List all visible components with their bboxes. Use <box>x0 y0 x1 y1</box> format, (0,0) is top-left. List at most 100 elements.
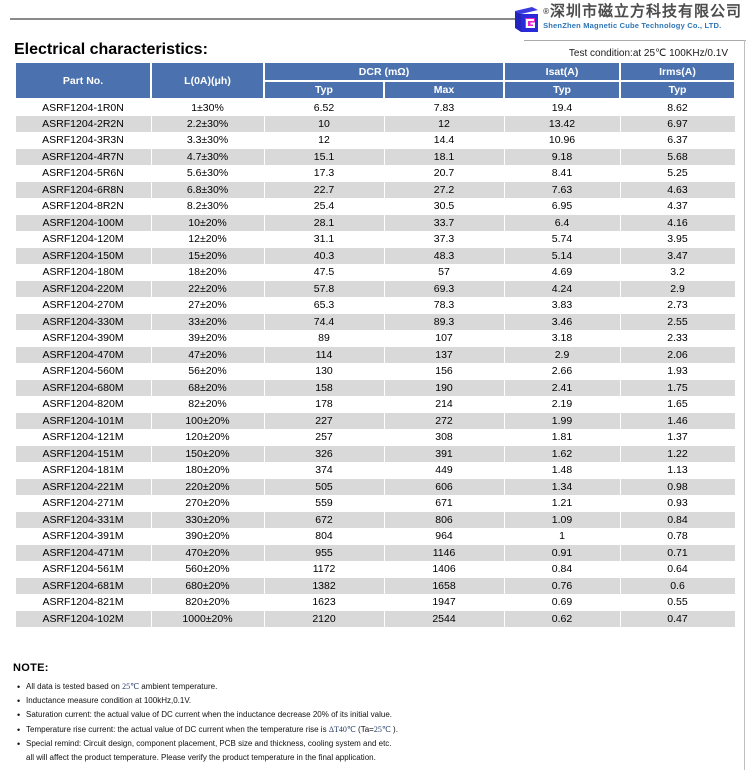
cell: 9.18 <box>503 148 621 166</box>
cell: 57.8 <box>263 280 385 298</box>
cell: 12 <box>263 131 385 149</box>
cell: 2.55 <box>619 313 736 331</box>
table-row: ASRF1204-3R3N 3.3±30% 12 14.4 10.96 6.37 <box>14 131 736 149</box>
cell: 107 <box>383 329 505 347</box>
cell: 89 <box>263 329 385 347</box>
cell: 1.22 <box>619 445 736 463</box>
table-row: ASRF1204-5R6N 5.6±30% 17.3 20.7 8.41 5.25 <box>14 164 736 182</box>
cell: 804 <box>263 527 385 545</box>
cell: 0.84 <box>503 560 621 578</box>
electrical-characteristics-table: Part No. L(0A)(μh) DCR (mΩ) Isat(A) Irms… <box>14 63 737 628</box>
cell: 89.3 <box>383 313 505 331</box>
cell: 39±20% <box>150 329 265 347</box>
cell: 308 <box>383 428 505 446</box>
cell: 326 <box>263 445 385 463</box>
table-row: ASRF1204-681M 680±20% 1382 1658 0.76 0.6 <box>14 577 736 595</box>
cell: ASRF1204-561M <box>14 560 152 578</box>
magnetic-cube-logo-icon <box>515 7 539 32</box>
col-header-isat: Isat(A) <box>503 63 622 82</box>
table-row: ASRF1204-561M 560±20% 1172 1406 0.84 0.64 <box>14 560 736 578</box>
table-row: ASRF1204-8R2N 8.2±30% 25.4 30.5 6.95 4.37 <box>14 197 736 215</box>
cell: 257 <box>263 428 385 446</box>
cell: 1947 <box>383 593 505 611</box>
cell: 33.7 <box>383 214 505 232</box>
cell: 1.09 <box>503 511 621 529</box>
cell: 1.81 <box>503 428 621 446</box>
table-row: ASRF1204-270M 27±20% 65.3 78.3 3.83 2.73 <box>14 296 736 314</box>
cell: 5.6±30% <box>150 164 265 182</box>
cell: 680±20% <box>150 577 265 595</box>
cell: 964 <box>383 527 505 545</box>
company-name-block: ®深圳市磁立方科技有限公司 ShenZhen Magnetic Cube Tec… <box>543 3 742 30</box>
cell: 2.41 <box>503 379 621 397</box>
cell: 0.91 <box>503 544 621 562</box>
cell: 2120 <box>263 610 385 628</box>
cell: 3.47 <box>619 247 736 265</box>
cell: 1.62 <box>503 445 621 463</box>
cell: 137 <box>383 346 505 364</box>
cell: 27±20% <box>150 296 265 314</box>
cell: 1172 <box>263 560 385 578</box>
col-header-inductance: L(0A)(μh) <box>150 63 265 100</box>
cell: 82±20% <box>150 395 265 413</box>
cell: 1.37 <box>619 428 736 446</box>
cell: 3.95 <box>619 230 736 248</box>
table-row: ASRF1204-180M 18±20% 47.5 57 4.69 3.2 <box>14 263 736 281</box>
note-accent-text: 25℃ <box>373 724 391 734</box>
col-header-irms-typ: Typ <box>619 80 737 100</box>
cell: 10.96 <box>503 131 621 149</box>
cell: 1623 <box>263 593 385 611</box>
cell: 449 <box>383 461 505 479</box>
page-frame-right-line <box>744 40 745 770</box>
company-name-en: ShenZhen Magnetic Cube Technology Co., L… <box>543 21 722 30</box>
cell: 1658 <box>383 577 505 595</box>
cell: 1000±20% <box>150 610 265 628</box>
cell: 30.5 <box>383 197 505 215</box>
cell: 0.55 <box>619 593 736 611</box>
cell: 4.69 <box>503 263 621 281</box>
cell: 390±20% <box>150 527 265 545</box>
cell: 69.3 <box>383 280 505 298</box>
table-row: ASRF1204-100M 10±20% 28.1 33.7 6.4 4.16 <box>14 214 736 232</box>
cell: 0.71 <box>619 544 736 562</box>
cell: ASRF1204-100M <box>14 214 152 232</box>
cell: 1.99 <box>503 412 621 430</box>
cell: ASRF1204-270M <box>14 296 152 314</box>
cell: 27.2 <box>383 181 505 199</box>
cell: 2.06 <box>619 346 736 364</box>
cell: ASRF1204-2R2N <box>14 115 152 133</box>
table-row: ASRF1204-331M 330±20% 672 806 1.09 0.84 <box>14 511 736 529</box>
col-header-dcr-max: Max <box>382 80 506 100</box>
table-row: ASRF1204-471M 470±20% 955 1146 0.91 0.71 <box>14 544 736 562</box>
cell: 505 <box>263 478 385 496</box>
cell: 806 <box>383 511 505 529</box>
cell: 15.1 <box>263 148 385 166</box>
col-header-irms: Irms(A) <box>619 63 737 82</box>
cell: 2.9 <box>503 346 621 364</box>
cell: 33±20% <box>150 313 265 331</box>
cell: 20.7 <box>383 164 505 182</box>
col-header-part-no: Part No. <box>14 63 152 100</box>
cell: 4.63 <box>619 181 736 199</box>
cell: 2.9 <box>619 280 736 298</box>
page-title: Electrical characteristics: <box>14 41 208 58</box>
col-header-dcr: DCR (mΩ) <box>262 63 506 82</box>
cell: 28.1 <box>263 214 385 232</box>
cell: 1.21 <box>503 494 621 512</box>
cell: ASRF1204-221M <box>14 478 152 496</box>
cell: 40.3 <box>263 247 385 265</box>
cell: 1±30% <box>150 98 265 116</box>
cell: 17.3 <box>263 164 385 182</box>
cell: 7.63 <box>503 181 621 199</box>
cell: ASRF1204-4R7N <box>14 148 152 166</box>
table-row: ASRF1204-220M 22±20% 57.8 69.3 4.24 2.9 <box>14 280 736 298</box>
cell: 78.3 <box>383 296 505 314</box>
table-row: ASRF1204-2R2N 2.2±30% 10 12 13.42 6.97 <box>14 115 736 133</box>
cell: 100±20% <box>150 412 265 430</box>
cell: 156 <box>383 362 505 380</box>
table-header: Part No. L(0A)(μh) DCR (mΩ) Isat(A) Irms… <box>14 63 737 100</box>
cell: 1406 <box>383 560 505 578</box>
cell: ASRF1204-330M <box>14 313 152 331</box>
cell: 3.18 <box>503 329 621 347</box>
cell: 3.46 <box>503 313 621 331</box>
